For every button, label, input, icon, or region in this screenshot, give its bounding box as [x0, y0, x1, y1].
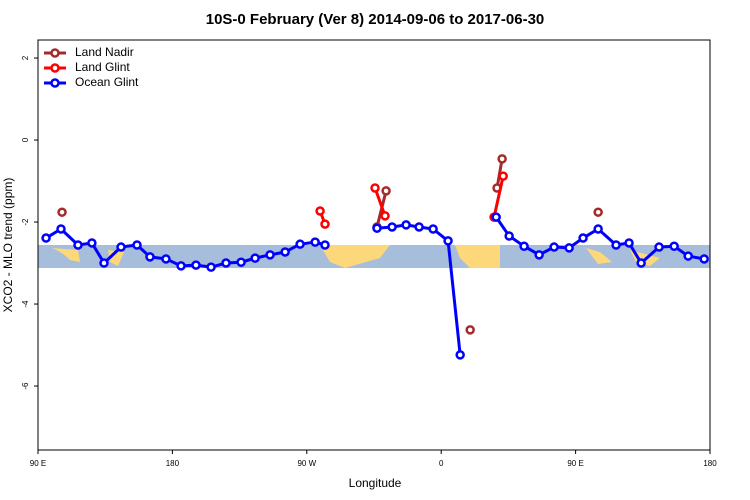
x-tick-label: 0	[439, 459, 444, 468]
point	[370, 183, 380, 193]
point	[534, 250, 544, 260]
x-tick-label: 180	[166, 459, 180, 468]
point	[593, 224, 603, 234]
point	[428, 224, 438, 234]
point	[669, 241, 679, 251]
point	[443, 236, 453, 246]
point	[265, 250, 275, 260]
point	[578, 233, 588, 243]
point	[564, 243, 574, 253]
point	[519, 241, 529, 251]
x-axis-label: Longitude	[349, 476, 402, 490]
legend-label: Land Nadir	[75, 45, 134, 59]
legend-marker	[50, 48, 60, 58]
point	[491, 212, 501, 222]
y-tick-label: -6	[21, 382, 30, 390]
point	[401, 220, 411, 230]
point	[372, 223, 382, 233]
y-tick-label: -2	[21, 218, 30, 226]
map-band	[38, 245, 710, 268]
point	[99, 258, 109, 268]
land	[52, 245, 660, 268]
point	[320, 240, 330, 250]
x-tick-label: 90 E	[567, 459, 583, 468]
point	[250, 253, 260, 263]
series-line	[377, 159, 598, 227]
y-axis-label: XCO2 - MLO trend (ppm)	[1, 178, 15, 313]
point	[414, 222, 424, 232]
point	[145, 252, 155, 262]
point	[236, 257, 246, 267]
point	[206, 262, 216, 272]
point	[654, 242, 664, 252]
point	[295, 239, 305, 249]
legend-marker	[50, 63, 60, 73]
point	[455, 350, 465, 360]
point	[683, 251, 693, 261]
y-tick-label: -4	[21, 300, 30, 308]
x-tick-label: 180	[703, 459, 717, 468]
point	[387, 222, 397, 232]
point	[380, 211, 390, 221]
point	[191, 260, 201, 270]
point	[611, 240, 621, 250]
legend-marker	[50, 78, 60, 88]
point	[497, 154, 507, 164]
point	[310, 237, 320, 247]
point	[56, 224, 66, 234]
x-tick-label: 90 E	[30, 459, 46, 468]
series-line	[318, 175, 505, 225]
point	[132, 240, 142, 250]
point	[57, 207, 67, 217]
point	[315, 206, 325, 216]
legend-label: Ocean Glint	[75, 75, 139, 89]
y-tick-label: 0	[21, 137, 30, 142]
point	[504, 231, 514, 241]
point	[73, 240, 83, 250]
point	[381, 186, 391, 196]
point	[699, 254, 709, 264]
chart-title: 10S-0 February (Ver 8) 2014-09-06 to 201…	[206, 11, 545, 28]
point	[87, 238, 97, 248]
x-tick-label: 90 W	[297, 459, 316, 468]
point	[624, 238, 634, 248]
y-tick-label: 2	[21, 55, 30, 60]
point	[636, 258, 646, 268]
point	[41, 233, 51, 243]
point	[320, 219, 330, 229]
point	[549, 242, 559, 252]
point	[221, 258, 231, 268]
point	[176, 261, 186, 271]
plot-frame	[37, 39, 711, 451]
point	[116, 242, 126, 252]
series-line	[45, 216, 705, 356]
point	[498, 171, 508, 181]
point	[465, 325, 475, 335]
point	[593, 207, 603, 217]
point	[280, 247, 290, 257]
legend-label: Land Glint	[75, 60, 130, 74]
point	[161, 254, 171, 264]
